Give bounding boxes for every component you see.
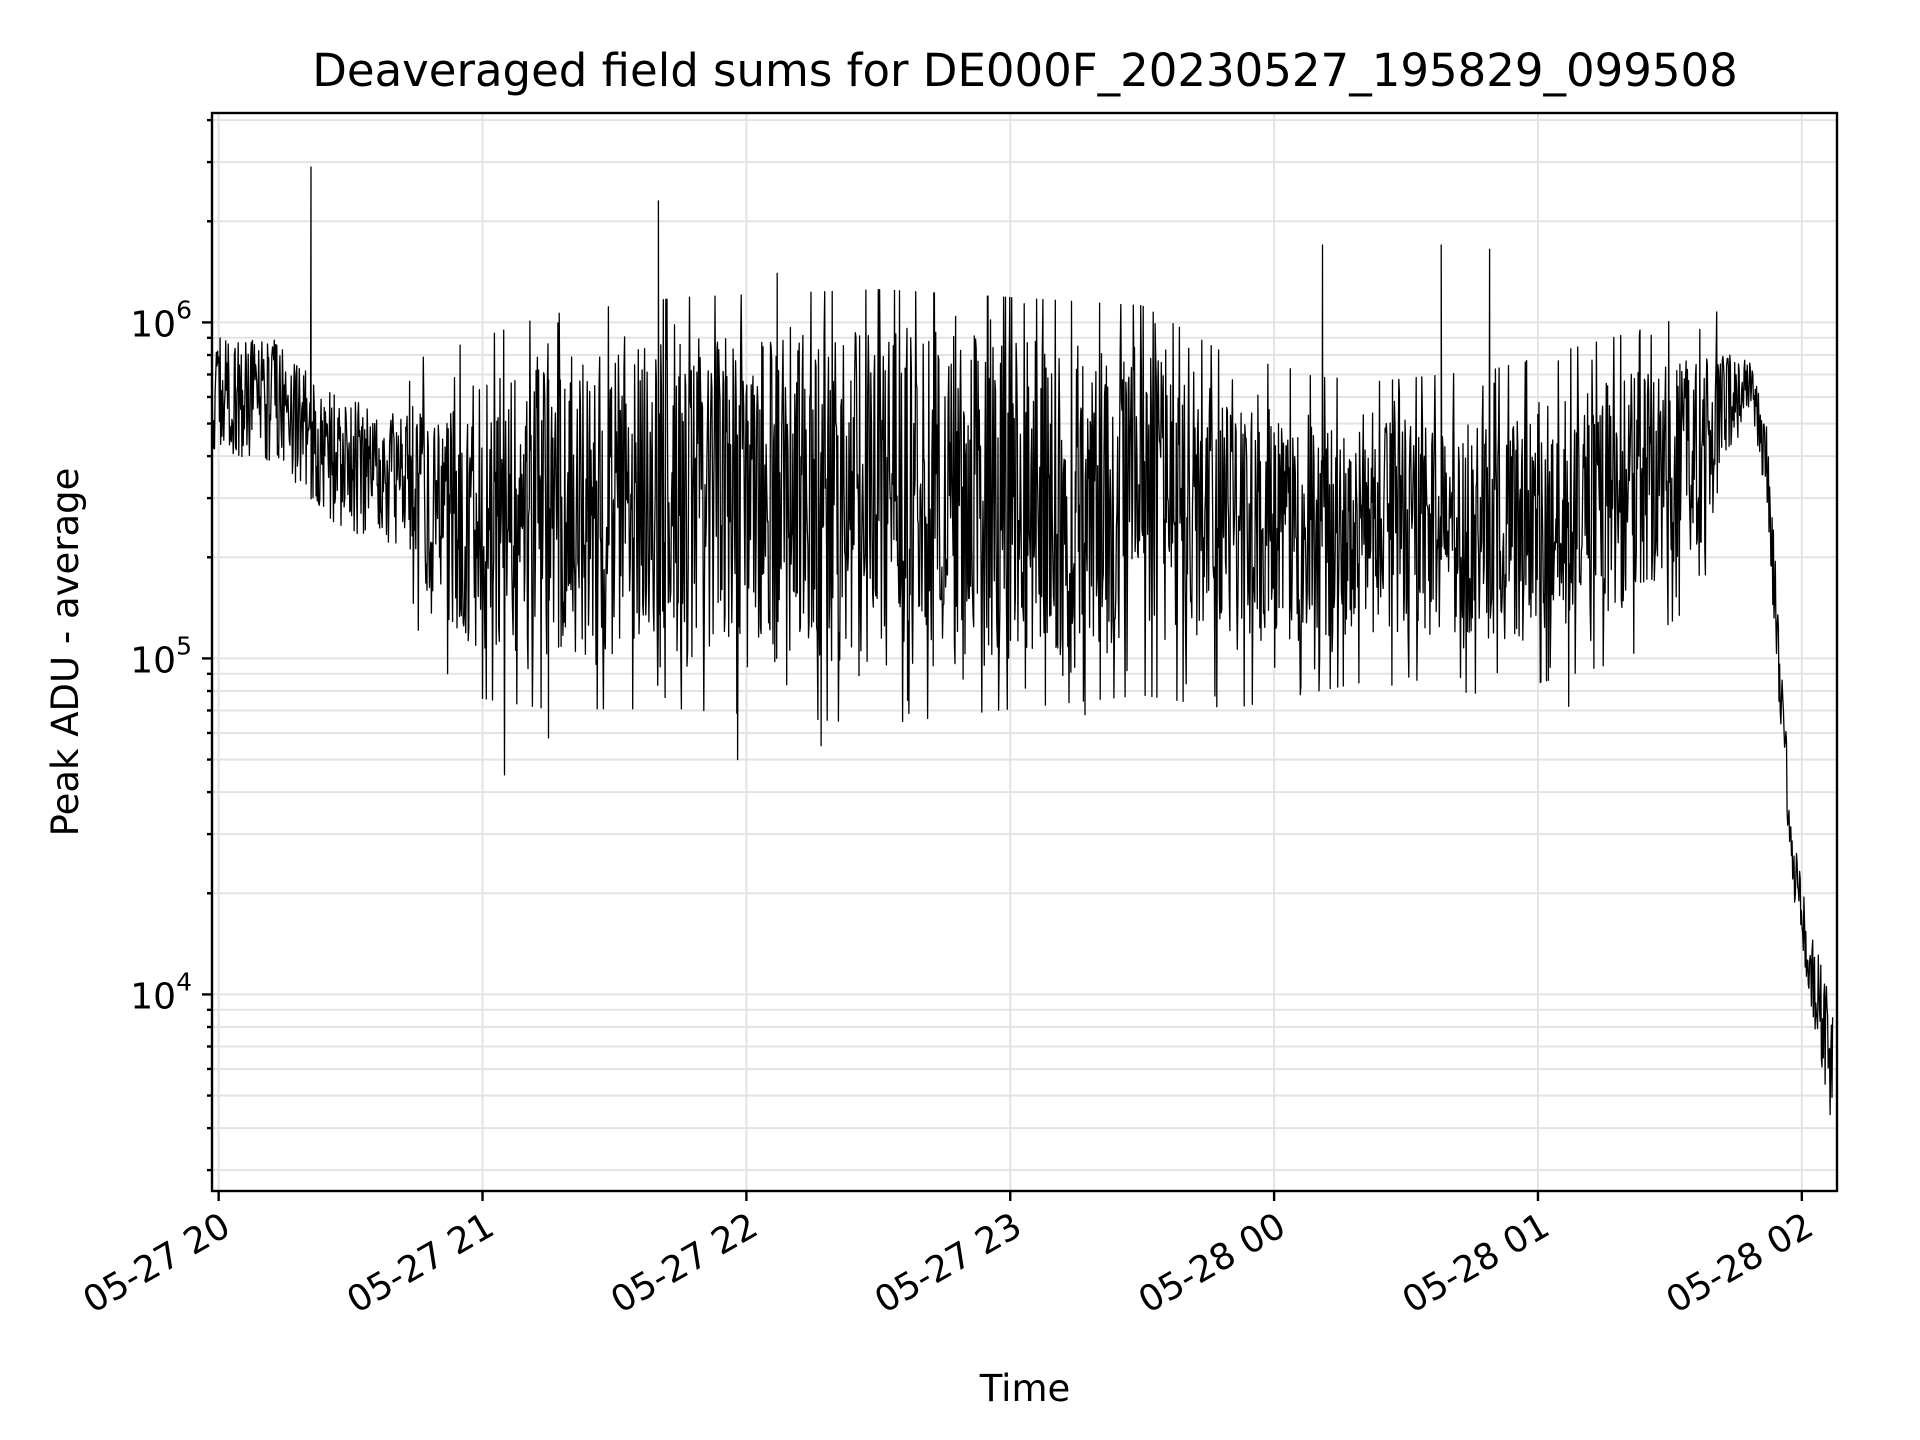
x-tick-label: 05-28 01 <box>1396 1205 1557 1321</box>
x-tick-label: 05-28 02 <box>1660 1205 1821 1321</box>
chart-title: Deaveraged field sums for DE000F_2023052… <box>312 44 1738 97</box>
y-tick-label: 106 <box>130 295 192 345</box>
plot-frame <box>210 111 1839 1193</box>
x-tick-label: 05-28 00 <box>1132 1205 1293 1321</box>
x-tick-label: 05-27 23 <box>868 1205 1029 1321</box>
y-tick-label: 105 <box>130 631 192 681</box>
y-tick-label: 104 <box>130 967 192 1017</box>
x-tick-label: 05-27 22 <box>604 1205 765 1321</box>
x-axis-label: Time <box>979 1367 1071 1410</box>
series-line <box>211 166 1834 1116</box>
x-axis: 05-27 20 05-27 21 05-27 22 05-27 23 05-28 00… <box>76 1191 1820 1322</box>
y-axis: 104 105 106 <box>130 118 212 1172</box>
x-tick-label: 05-27 20 <box>76 1205 237 1321</box>
y-axis-label: Peak ADU - average <box>44 468 87 837</box>
x-tick-label: 05-27 21 <box>340 1205 501 1321</box>
